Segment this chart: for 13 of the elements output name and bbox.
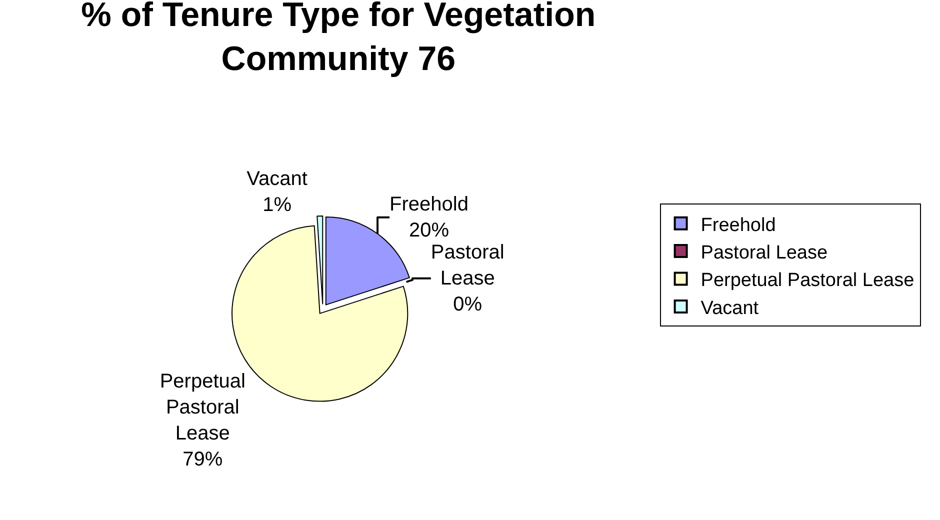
chart-title: % of Tenure Type for Vegetation Community 76 xyxy=(81,0,596,78)
category-label: Pastoral Lease xyxy=(430,241,504,290)
slice-label: Vacant xyxy=(246,168,308,190)
data-label: 79% xyxy=(182,448,223,470)
data-label: 1% xyxy=(262,194,292,216)
slice-label: Perpetual Pastoral Lease xyxy=(160,370,246,444)
slice-label: Freehold xyxy=(390,193,468,216)
legend-label: Pastoral Lease xyxy=(700,242,828,264)
data-label: 20% xyxy=(408,219,450,242)
legend-label: Perpetual Pastoral Lease xyxy=(700,270,914,292)
legend-label: Freehold xyxy=(700,214,776,236)
text: 0% xyxy=(453,293,482,316)
legend-label: Vacant xyxy=(700,298,760,319)
